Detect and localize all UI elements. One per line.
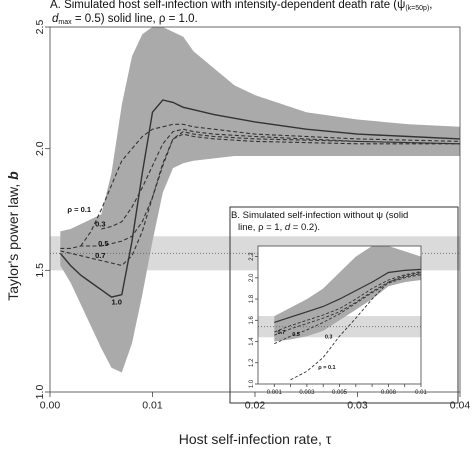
panel-b-y-tick-label-3: 1.6: [249, 315, 255, 324]
panel-b-series-line-4: [274, 271, 421, 333]
panel-a-x-tick-label-0: 0.00: [40, 400, 61, 412]
panel-b-plot-area: [258, 246, 421, 381]
panel-b-y-tick-label-1: 1.2: [249, 358, 255, 367]
panel-a-series-line-2: [101, 128, 460, 230]
panel-a-series-line-3: [60, 131, 460, 249]
panel-a-series-label-4: 1.0: [112, 297, 122, 306]
panel-b-series-line-3: [274, 273, 421, 336]
panel-a-y-tick-label-0: 1.0: [34, 385, 46, 400]
panel-b-y-tick-label-2: 1.4: [249, 337, 255, 346]
panel-a-title: A. Simulated host self-infection with in…: [50, 0, 433, 12]
panel-b-y-tick-label-0: 1.0: [249, 379, 255, 388]
panel-b-inset-border: [229, 206, 459, 404]
panel-b-x-tick-label-2: 0.003: [299, 390, 315, 396]
panel-a-confidence-band: [60, 27, 460, 373]
panel-a-series-label-2: 0.5: [98, 239, 108, 248]
panel-a-series-label-3: 0.7: [95, 251, 105, 260]
panel-a-y-tick-label-3: 2.5: [34, 20, 46, 35]
y-axis-label: Taylor's power law, b: [5, 171, 21, 301]
panel-b-y-tick-label-4: 1.8: [249, 294, 255, 303]
panel-b-series-line-2: [274, 274, 421, 345]
panel-a-series-line-4: [60, 133, 460, 267]
panel-b-series-label-0: 0.7: [278, 330, 286, 336]
panel-a-y-tick-label-2: 2.0: [34, 141, 46, 156]
panel-b-series-line-1: [290, 272, 421, 381]
panel-b-confidence-band: [274, 246, 421, 342]
panel-a-x-tick-label-2: 0.02: [245, 400, 266, 412]
panel-a-series-line-1: [80, 123, 460, 247]
panel-b-x-tick-label-9: 0.01: [415, 390, 427, 396]
panel-b-x-tick-label-4: 0.005: [332, 390, 348, 396]
panel-b-title: B. Simulated self-infection without ψ (s…: [231, 210, 409, 221]
panel-a-x-tick-label-3: 0.03: [347, 400, 368, 412]
panel-a-series-line-0: [59, 99, 460, 298]
panel-a-title-line2: dmax = 0.5) solid line, ρ = 1.0.: [52, 13, 198, 26]
panel-b-y-tick-label-5: 2.0: [249, 273, 255, 282]
panel-a-series-label-0: ρ = 0.1: [67, 205, 91, 214]
panel-b-y-tick-label-6: 2.2: [249, 252, 255, 261]
panel-b-series-label-2: 0.3: [325, 334, 333, 340]
panel-b: 0.001 0.003 0.005 0.008 0.01 1.0 1.2 1.4 1.6 1.8 2…: [229, 206, 459, 404]
panel-a-series-label-1: 0.3: [95, 220, 105, 229]
panel-a-x-tick-label-4: 0.04: [450, 400, 471, 412]
panel-b-series-label-1: 0.5: [292, 332, 300, 338]
panel-b-series-line-0: [274, 268, 421, 323]
panel-b-series-label-3: ρ = 0.1: [318, 365, 335, 371]
x-axis-label: Host self-infection rate, τ: [178, 431, 332, 447]
panel-b-x-tick-label-0: 0.001: [267, 390, 283, 396]
panel-b-x-tick-label-7: 0.008: [381, 390, 397, 396]
panel-a-y-tick-label-1: 1.5: [34, 263, 46, 278]
panel-b-title-line2: line, ρ = 1, d = 0.2).: [238, 222, 321, 233]
panel-a-x-tick-label-1: 0.01: [142, 400, 163, 412]
